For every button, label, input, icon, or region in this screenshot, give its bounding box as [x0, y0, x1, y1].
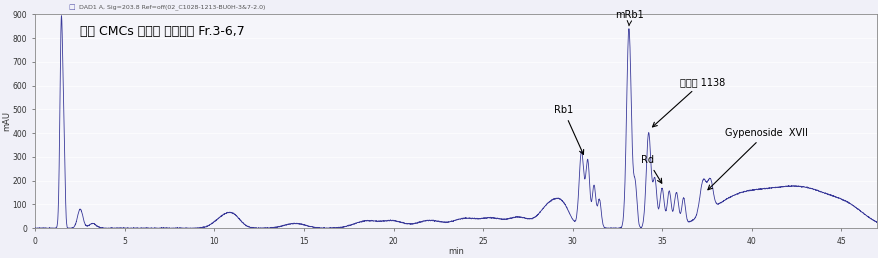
Text: mRb1: mRb1 [615, 10, 644, 26]
Text: Rb1: Rb1 [553, 105, 583, 155]
Text: 분자량 1138: 분자량 1138 [651, 77, 724, 127]
Text: Rd: Rd [641, 155, 661, 183]
Text: □: □ [68, 4, 76, 10]
Y-axis label: mAU: mAU [2, 111, 11, 131]
Text: DAD1 A, Sig=203.8 Ref=off(02_C1028-1213-BU0H-3&7-2.0): DAD1 A, Sig=203.8 Ref=off(02_C1028-1213-… [79, 4, 265, 10]
Text: 산삼 CMCs 배양액 활성분획 Fr.3-6,7: 산삼 CMCs 배양액 활성분획 Fr.3-6,7 [80, 25, 245, 38]
X-axis label: min: min [448, 247, 464, 256]
Text: Gypenoside  XVII: Gypenoside XVII [707, 128, 807, 190]
